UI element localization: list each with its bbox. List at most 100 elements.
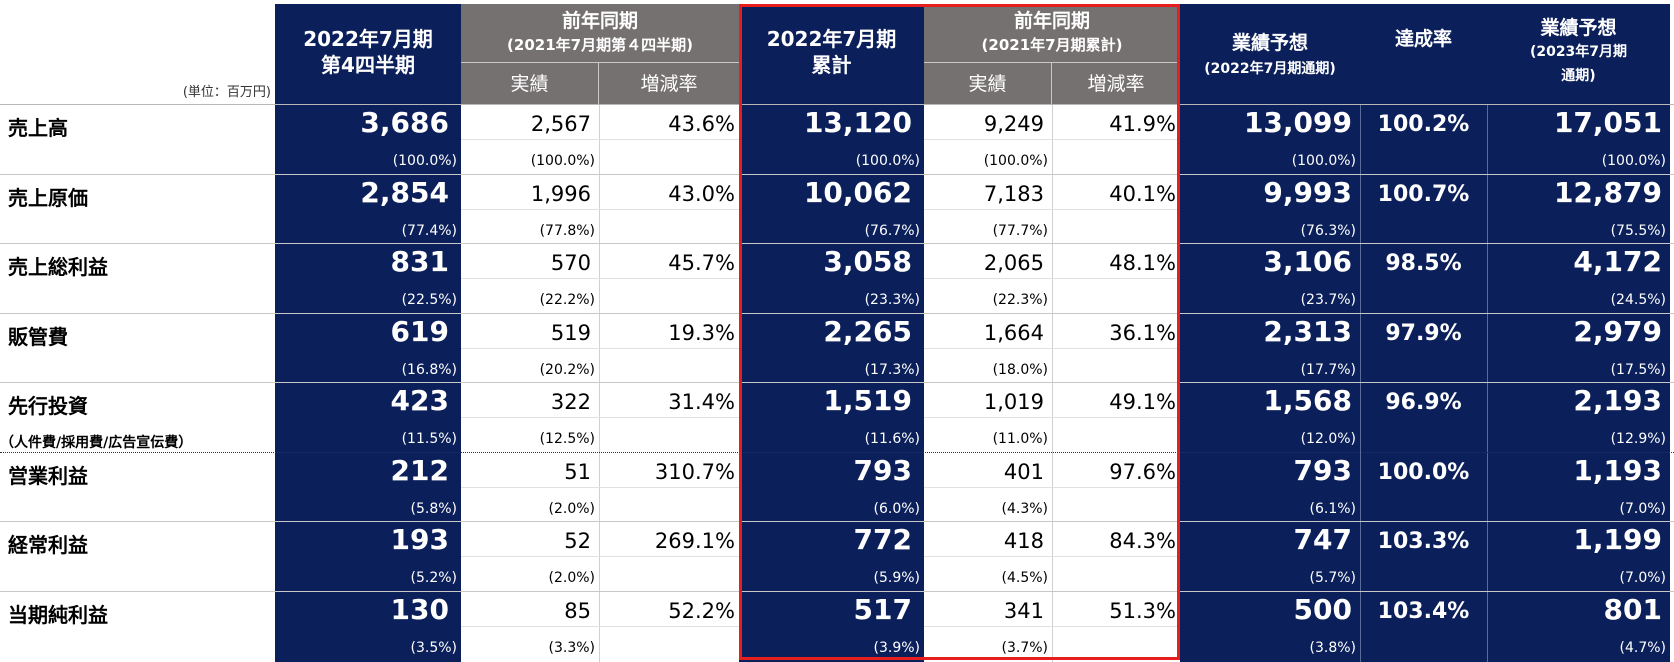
navy-column-bg — [1180, 104, 1360, 662]
header-q4-line1: 2022年7月期 — [303, 27, 433, 51]
pct-forecast-2022: (17.7%) — [1300, 361, 1356, 378]
header-prev-cum-rate: 増減率 — [1052, 62, 1180, 104]
column-divider — [1360, 104, 1361, 662]
rate-q4: 43.0% — [668, 181, 735, 206]
value-achievement: 96.9% — [1385, 390, 1462, 415]
value-cumulative: 772 — [853, 523, 912, 556]
cell-inner-separator — [924, 556, 1052, 557]
row-label: 売上原価 — [8, 185, 88, 210]
row-separator — [0, 521, 1674, 522]
header-prev-cum-actual: 実績 — [924, 62, 1052, 104]
cell-inner-separator — [461, 417, 599, 418]
pct-cumulative: (17.3%) — [864, 361, 920, 378]
pct-forecast-2023: (17.5%) — [1610, 361, 1666, 378]
header-forecast-2022-line2: (2022年7月期通期) — [1204, 61, 1336, 77]
value-achievement: 98.5% — [1385, 251, 1462, 276]
pct-forecast-2023: (12.9%) — [1610, 431, 1666, 447]
value-q4: 2,854 — [360, 175, 449, 209]
rate-q4: 52.2% — [668, 598, 735, 623]
pct-cumulative: (11.6%) — [864, 431, 920, 447]
value-achievement: 100.7% — [1377, 181, 1470, 207]
pct-forecast-2022: (12.0%) — [1300, 431, 1356, 447]
value-prev-cum: 341 — [1003, 598, 1044, 623]
cell-inner-separator — [924, 486, 1052, 488]
value-prev-q4: 519 — [550, 320, 591, 345]
value-cumulative: 793 — [853, 453, 912, 487]
rate-cumulative: 51.3% — [1109, 598, 1176, 623]
pct-q4: (16.8%) — [401, 361, 457, 378]
column-divider — [599, 104, 600, 662]
value-forecast-2023: 2,193 — [1573, 384, 1662, 417]
pct-q4: (100.0%) — [392, 153, 457, 169]
column-divider — [1487, 104, 1488, 662]
header-forecast-2023: 業績予想 (2023年7月期 通期) — [1487, 4, 1670, 104]
row-sublabel: （人件費/採用費/広告宣伝費） — [0, 435, 193, 451]
navy-column-bg — [1487, 104, 1670, 662]
cell-inner-separator — [1052, 556, 1180, 557]
header-prev-cum-group: 前年同期 (2021年7月期累計) — [924, 4, 1180, 62]
cell-inner-separator — [461, 278, 599, 279]
pct-forecast-2022: (6.1%) — [1309, 500, 1357, 517]
header-prev-q4-period: (2021年7月期第４四半期) — [507, 36, 693, 54]
row-separator — [0, 451, 1674, 453]
cell-inner-separator — [1052, 208, 1180, 210]
rate-cumulative: 97.6% — [1109, 459, 1176, 484]
header-q4: 2022年7月期 第4四半期 — [275, 4, 461, 104]
rate-cumulative: 40.1% — [1109, 181, 1176, 206]
value-forecast-2023: 801 — [1603, 592, 1662, 626]
value-achievement: 103.4% — [1377, 598, 1470, 624]
value-prev-q4: 85 — [564, 598, 591, 623]
cell-inner-separator — [461, 625, 599, 627]
rate-cumulative: 49.1% — [1109, 390, 1176, 414]
column-divider — [1052, 104, 1053, 662]
pct-forecast-2022: (23.7%) — [1300, 292, 1356, 308]
row-label: 売上高 — [8, 116, 68, 140]
pct-prev-q4: (22.2%) — [539, 292, 595, 308]
header-prev-q4-actual-label: 実績 — [510, 73, 549, 95]
cell-inner-separator — [1052, 139, 1180, 140]
value-cumulative: 10,062 — [803, 175, 912, 209]
rate-cumulative: 84.3% — [1109, 529, 1176, 553]
pct-cumulative: (100.0%) — [855, 153, 920, 169]
cell-inner-separator — [599, 139, 739, 140]
pct-cumulative: (6.0%) — [873, 500, 921, 517]
pct-prev-q4: (12.5%) — [539, 431, 595, 447]
header-prev-cum-title: 前年同期 — [1013, 10, 1090, 32]
pct-prev-cum: (11.0%) — [992, 431, 1048, 447]
pct-prev-q4: (77.8%) — [539, 222, 595, 239]
header-cumulative-line1: 2022年7月期 — [766, 27, 897, 51]
header-prev-cum-period: (2021年7月期累計) — [981, 36, 1123, 54]
value-prev-cum: 418 — [1003, 529, 1044, 553]
value-forecast-2022: 1,568 — [1263, 384, 1352, 417]
value-forecast-2023: 1,199 — [1573, 523, 1662, 556]
value-forecast-2022: 747 — [1293, 523, 1352, 556]
header-prev-cum-actual-label: 実績 — [968, 73, 1007, 95]
value-forecast-2022: 3,106 — [1263, 245, 1352, 278]
pct-forecast-2023: (7.0%) — [1619, 570, 1667, 586]
row-separator — [0, 382, 1674, 383]
row-label: 先行投資 — [8, 394, 88, 418]
cell-inner-separator — [461, 556, 599, 557]
cell-inner-separator — [599, 347, 739, 349]
pct-forecast-2022: (76.3%) — [1300, 222, 1356, 239]
rate-q4: 43.6% — [668, 112, 735, 136]
pct-prev-cum: (3.7%) — [1001, 639, 1049, 656]
value-prev-cum: 1,664 — [983, 320, 1044, 345]
value-cumulative: 1,519 — [823, 384, 912, 417]
rate-q4: 269.1% — [654, 529, 735, 553]
pct-prev-cum: (18.0%) — [992, 361, 1048, 378]
value-prev-cum: 401 — [1003, 459, 1044, 484]
value-achievement: 100.0% — [1377, 459, 1470, 485]
value-prev-q4: 2,567 — [530, 112, 591, 136]
rate-q4: 310.7% — [654, 459, 735, 484]
value-achievement: 97.9% — [1385, 320, 1462, 346]
rate-cumulative: 48.1% — [1109, 251, 1176, 275]
navy-column-bg — [1360, 104, 1487, 662]
row-label: 販管費 — [8, 324, 68, 349]
value-forecast-2023: 17,051 — [1553, 106, 1662, 139]
navy-column-bg — [275, 104, 461, 662]
rate-q4: 31.4% — [668, 390, 735, 414]
cell-inner-separator — [599, 417, 739, 418]
cell-inner-separator — [924, 625, 1052, 627]
